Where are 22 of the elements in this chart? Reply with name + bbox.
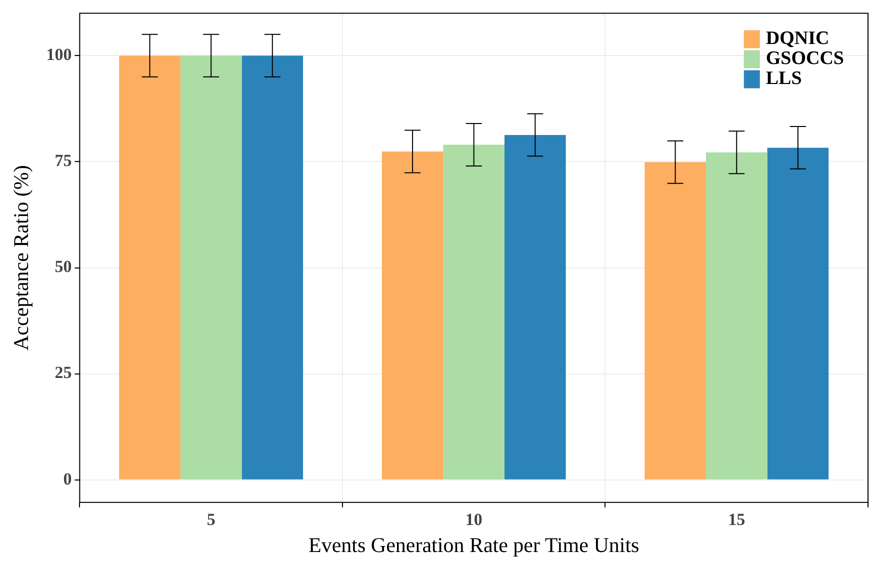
y-tick-label: 100 xyxy=(46,45,72,64)
y-tick-label: 25 xyxy=(54,363,72,382)
y-axis-title: Acceptance Ratio (%) xyxy=(9,165,34,351)
bar xyxy=(644,162,706,480)
bar xyxy=(706,152,768,480)
bar xyxy=(767,148,829,480)
y-tick-label: 50 xyxy=(54,257,72,276)
bar xyxy=(443,144,505,480)
y-tick-label: 0 xyxy=(63,469,72,488)
legend-label: LLS xyxy=(766,68,802,90)
x-tick-label: 15 xyxy=(728,510,746,529)
bar xyxy=(119,56,180,480)
bar xyxy=(382,152,444,480)
x-tick-label: 5 xyxy=(206,510,216,529)
legend-label: DQNIC xyxy=(766,28,830,50)
bar xyxy=(180,56,242,480)
legend-label: GSOCCS xyxy=(766,48,844,70)
bar xyxy=(504,134,566,480)
x-axis-title: Events Generation Rate per Time Units xyxy=(308,532,640,557)
bar xyxy=(242,56,304,480)
x-tick-label: 10 xyxy=(465,510,482,529)
y-tick-label: 75 xyxy=(54,151,72,170)
